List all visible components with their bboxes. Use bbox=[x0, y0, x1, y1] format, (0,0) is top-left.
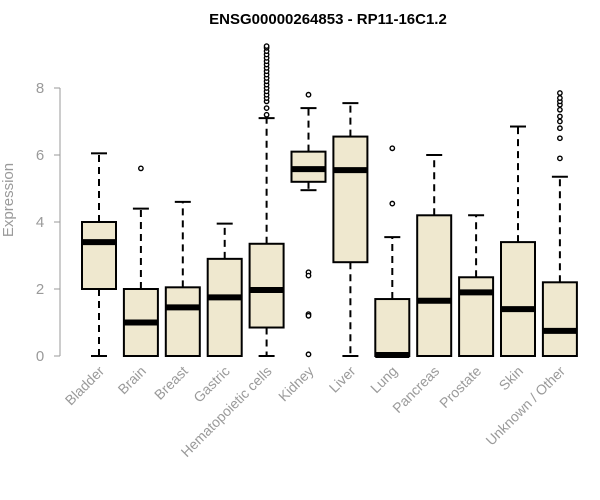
outlier-point bbox=[557, 155, 563, 162]
y-axis-label: Expression bbox=[0, 163, 17, 237]
box-bladder bbox=[81, 152, 117, 357]
outlier-point bbox=[137, 165, 144, 172]
box-iqr bbox=[248, 242, 285, 329]
x-tick-label: Liver bbox=[326, 363, 359, 396]
x-tick-label: Pancreas bbox=[389, 363, 442, 416]
box-iqr bbox=[206, 257, 243, 358]
y-tick-label: 2 bbox=[36, 281, 44, 298]
box-iqr bbox=[374, 298, 411, 357]
outlier-point bbox=[389, 145, 396, 152]
x-tick-label: Kidney bbox=[275, 363, 317, 405]
x-tick-label: Skin bbox=[496, 363, 527, 394]
box-liver bbox=[332, 102, 369, 357]
outlier-point bbox=[557, 90, 563, 96]
boxes-group bbox=[81, 43, 578, 358]
box-kidney bbox=[290, 91, 327, 358]
outlier-point bbox=[305, 91, 312, 98]
box-iqr bbox=[332, 135, 369, 264]
box-iqr bbox=[81, 221, 117, 290]
outlier-point bbox=[305, 312, 312, 319]
x-tick-label: Breast bbox=[151, 363, 191, 403]
box-gastric bbox=[206, 222, 243, 358]
chart-title: ENSG00000264853 - RP11-16C1.2 bbox=[209, 11, 447, 28]
box-unknown-other bbox=[541, 90, 578, 357]
box-iqr bbox=[416, 214, 453, 357]
box-skin bbox=[500, 125, 536, 358]
outlier-point bbox=[557, 95, 563, 101]
box-iqr bbox=[164, 286, 201, 358]
outlier-point bbox=[557, 125, 563, 132]
box-hematopoietic-cells bbox=[248, 43, 285, 357]
y-tick-label: 8 bbox=[36, 80, 44, 97]
box-iqr bbox=[458, 276, 495, 357]
box-iqr bbox=[500, 241, 536, 358]
box-pancreas bbox=[416, 154, 453, 357]
box-brain bbox=[122, 165, 159, 357]
x-tick-label: Bladder bbox=[62, 363, 108, 409]
y-tick-label: 4 bbox=[36, 214, 44, 231]
outlier-point bbox=[305, 272, 312, 279]
outlier-point bbox=[557, 106, 563, 113]
box-prostate bbox=[458, 214, 495, 357]
y-axis: 0 2 4 6 8 bbox=[36, 80, 61, 365]
outlier-point bbox=[263, 43, 270, 50]
outlier-point bbox=[557, 118, 563, 125]
outlier-point bbox=[389, 200, 396, 207]
outlier-point bbox=[263, 111, 270, 118]
x-tick-label: Brain bbox=[115, 363, 149, 397]
outlier-point bbox=[557, 113, 563, 120]
box-iqr bbox=[541, 281, 578, 357]
y-tick-label: 6 bbox=[36, 147, 44, 164]
x-tick-label: Prostate bbox=[436, 363, 484, 411]
x-tick-label: Unknown / Other bbox=[482, 363, 568, 449]
y-tick-label: 0 bbox=[36, 348, 44, 365]
outlier-point bbox=[557, 135, 563, 142]
x-tick-label: Lung bbox=[367, 363, 400, 396]
box-lung bbox=[374, 145, 411, 358]
outlier-point bbox=[305, 351, 312, 358]
outlier-point bbox=[263, 105, 270, 112]
box-breast bbox=[164, 200, 201, 358]
